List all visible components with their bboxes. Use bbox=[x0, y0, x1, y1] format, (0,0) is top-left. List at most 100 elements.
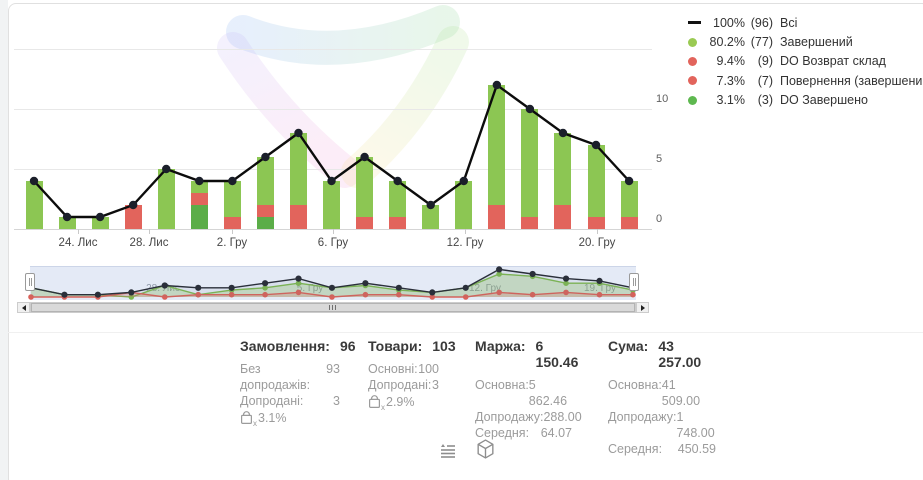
navigator-date-label: 12. Гру bbox=[469, 283, 501, 294]
bar-segment[interactable] bbox=[91, 217, 109, 229]
stat-row: Допродажу: 1 748.00 bbox=[608, 410, 715, 440]
bar-segment[interactable] bbox=[521, 109, 539, 217]
bar-segment[interactable] bbox=[58, 217, 76, 229]
bar-segment[interactable] bbox=[157, 169, 175, 229]
y-axis-tick-label: 5 bbox=[656, 153, 663, 165]
bar-segment[interactable] bbox=[554, 133, 572, 205]
bar-segment[interactable] bbox=[488, 85, 506, 205]
lg-count: (9) bbox=[757, 54, 773, 69]
bar-segment[interactable] bbox=[25, 181, 43, 229]
stat-row: Середня: 64.07 bbox=[475, 426, 572, 440]
x-axis-tick bbox=[333, 229, 334, 234]
x-axis-tick-label: 12. Гру bbox=[446, 237, 484, 249]
x-axis-tick bbox=[78, 229, 79, 234]
stats-divider bbox=[8, 332, 923, 333]
bar-segment[interactable] bbox=[124, 205, 142, 229]
lg-name: Всі bbox=[780, 15, 798, 30]
orders-list-icon[interactable] bbox=[436, 439, 460, 463]
legend-dot-icon bbox=[688, 76, 697, 86]
lg-pct: 7.3% bbox=[716, 73, 746, 88]
legend-item[interactable]: 80.2% (77) Завершений bbox=[688, 32, 923, 51]
lg-pct: 80.2% bbox=[709, 35, 745, 50]
stat-row: Основна: 41 509.00 bbox=[608, 378, 701, 408]
legend-item[interactable]: 3.1% (3) DO Завершено bbox=[688, 91, 923, 110]
bar-segment[interactable] bbox=[521, 217, 539, 229]
legend-dot-icon bbox=[688, 95, 697, 105]
gridline bbox=[14, 49, 652, 50]
bar-segment[interactable] bbox=[620, 217, 638, 229]
lg-count: (3) bbox=[757, 93, 773, 108]
lg-name: DO Завершено bbox=[780, 93, 868, 108]
stat-row: Допродажу: 288.00 bbox=[475, 410, 582, 424]
page-gutter bbox=[0, 0, 8, 480]
stat-title: Маржа: 6 150.46 bbox=[475, 338, 579, 370]
x-axis-tick bbox=[232, 229, 233, 234]
lg-name: Повернення (завершений) bbox=[780, 73, 923, 88]
lg-count: (96) bbox=[750, 15, 773, 30]
navigator-left-handle[interactable] bbox=[25, 273, 35, 291]
scrollbar-right-arrow-icon[interactable] bbox=[636, 302, 649, 313]
products-package-icon[interactable] bbox=[473, 438, 497, 462]
bar-segment[interactable] bbox=[289, 205, 307, 229]
gridline bbox=[14, 109, 652, 110]
stat-row: Без допродажів: 93 bbox=[240, 362, 340, 392]
bar-segment[interactable] bbox=[422, 205, 440, 229]
bar-segment[interactable] bbox=[356, 157, 374, 217]
bar-segment[interactable] bbox=[620, 181, 638, 217]
x-axis-tick bbox=[465, 229, 466, 234]
navigator-date-label: 19. Гру bbox=[584, 283, 616, 294]
bar-segment[interactable] bbox=[256, 217, 274, 229]
brand-watermark-icon bbox=[217, 5, 469, 188]
bar-segment[interactable] bbox=[455, 181, 473, 229]
chart-card bbox=[8, 3, 923, 480]
legend-item[interactable]: 9.4% (9) DO Возврат склад bbox=[688, 52, 923, 71]
bar-segment[interactable] bbox=[356, 217, 374, 229]
bar-segment[interactable] bbox=[223, 217, 241, 229]
upsell-bag-icon: x bbox=[240, 411, 257, 428]
bar-segment[interactable] bbox=[223, 181, 241, 217]
lg-pct: 9.4% bbox=[716, 54, 746, 69]
lg-name: DO Возврат склад bbox=[780, 54, 886, 69]
stat-block: Замовлення: 96 Без допродажів: 93 Допродані:… bbox=[240, 338, 356, 428]
navigator-date-label: 5. Гру bbox=[296, 283, 324, 294]
bar-segment[interactable] bbox=[190, 181, 208, 193]
y-axis-tick-label: 0 bbox=[656, 213, 663, 225]
bar-segment[interactable] bbox=[190, 205, 208, 229]
stat-row: Основні: 100 bbox=[368, 362, 439, 376]
bar-segment[interactable] bbox=[289, 133, 307, 205]
lg-count: (77) bbox=[750, 35, 773, 50]
x-axis-tick-label: 24. Лис bbox=[58, 237, 98, 249]
stat-row: Основна: 5 862.46 bbox=[475, 378, 568, 408]
bar-segment[interactable] bbox=[323, 181, 341, 229]
x-axis-tick bbox=[597, 229, 598, 234]
x-axis-tick-label: 2. Гру bbox=[216, 237, 248, 249]
chart-legend: 100% (96) Всі 80.2% (77) Завершений 9.4% (9) DO … bbox=[688, 13, 923, 110]
bar-segment[interactable] bbox=[256, 157, 274, 205]
stat-row: Допродані: 3 bbox=[368, 378, 439, 392]
legend-dot-icon bbox=[688, 56, 697, 66]
scrollbar-thumb[interactable] bbox=[31, 303, 635, 312]
navigator-right-handle[interactable] bbox=[629, 273, 639, 291]
bar-segment[interactable] bbox=[587, 145, 605, 217]
lg-count: (7) bbox=[757, 73, 773, 88]
bar-segment[interactable] bbox=[389, 181, 407, 217]
scrollbar-left-arrow-icon[interactable] bbox=[17, 302, 30, 313]
bar-segment[interactable] bbox=[587, 217, 605, 229]
stat-block: Сума: 43 257.00 Основна: 41 509.00 Допродажу… bbox=[608, 338, 716, 457]
bar-segment[interactable] bbox=[256, 205, 274, 217]
x-axis-tick-label: 20. Гру bbox=[578, 237, 616, 249]
legend-item[interactable]: 100% (96) Всі bbox=[688, 13, 923, 32]
x-axis-tick-label: 28. Лис bbox=[129, 237, 169, 249]
stat-row: Середня: 450.59 bbox=[608, 442, 716, 456]
x-axis-tick-label: 6. Гру bbox=[317, 237, 349, 249]
bar-segment[interactable] bbox=[389, 217, 407, 229]
stat-block: Маржа: 6 150.46 Основна: 5 862.46 Допродажу:… bbox=[475, 338, 582, 441]
legend-item[interactable]: 7.3% (7) Повернення (завершений) bbox=[688, 71, 923, 90]
y-axis-tick-label: 10 bbox=[656, 93, 669, 105]
stat-block: Товари: 103 Основні: 100 Допродані: 3 x 2.9% bbox=[368, 338, 456, 412]
bar-segment[interactable] bbox=[190, 193, 208, 205]
navigator-date-label: 28. Лис bbox=[146, 283, 180, 294]
bar-segment[interactable] bbox=[554, 205, 572, 229]
bar-segment[interactable] bbox=[488, 205, 506, 229]
